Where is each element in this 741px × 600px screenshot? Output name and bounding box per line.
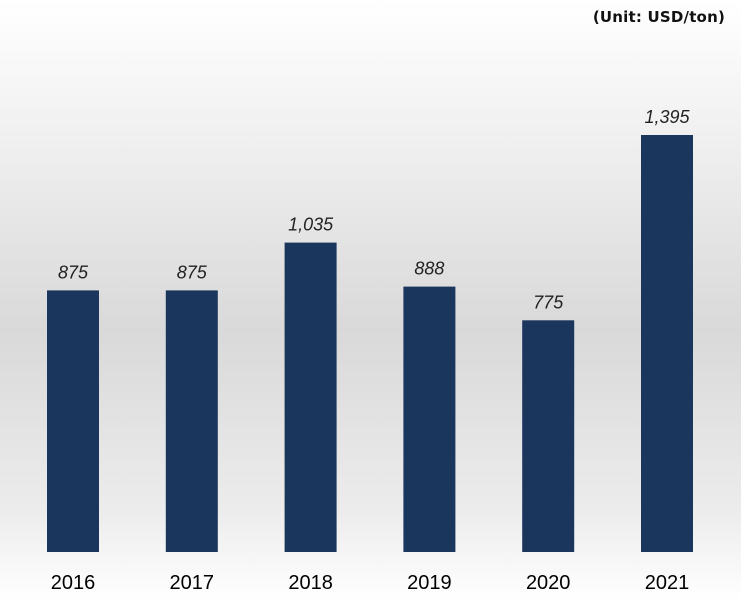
bar-2019	[403, 286, 456, 552]
unit-note: (Unit: USD/ton)	[592, 8, 725, 26]
value-label-2016: 875	[58, 262, 89, 282]
bar-2017	[165, 290, 218, 552]
bar-2018	[284, 242, 337, 552]
x-tick-label-2021: 2021	[645, 572, 690, 594]
bar-2020	[522, 320, 575, 552]
bar-2016	[47, 290, 99, 552]
x-tick-label-2018: 2018	[288, 572, 333, 594]
value-label-2017: 875	[177, 262, 208, 282]
value-label-2021: 1,395	[644, 107, 690, 127]
value-label-2019: 888	[414, 259, 444, 279]
bar-2021	[641, 135, 693, 552]
x-tick-label-2016: 2016	[51, 572, 96, 594]
value-label-2020: 775	[533, 292, 564, 312]
x-tick-label-2017: 2017	[170, 572, 215, 594]
x-tick-label-2019: 2019	[407, 572, 452, 594]
x-tick-label-2020: 2020	[526, 572, 571, 594]
value-label-2018: 1,035	[288, 215, 334, 235]
